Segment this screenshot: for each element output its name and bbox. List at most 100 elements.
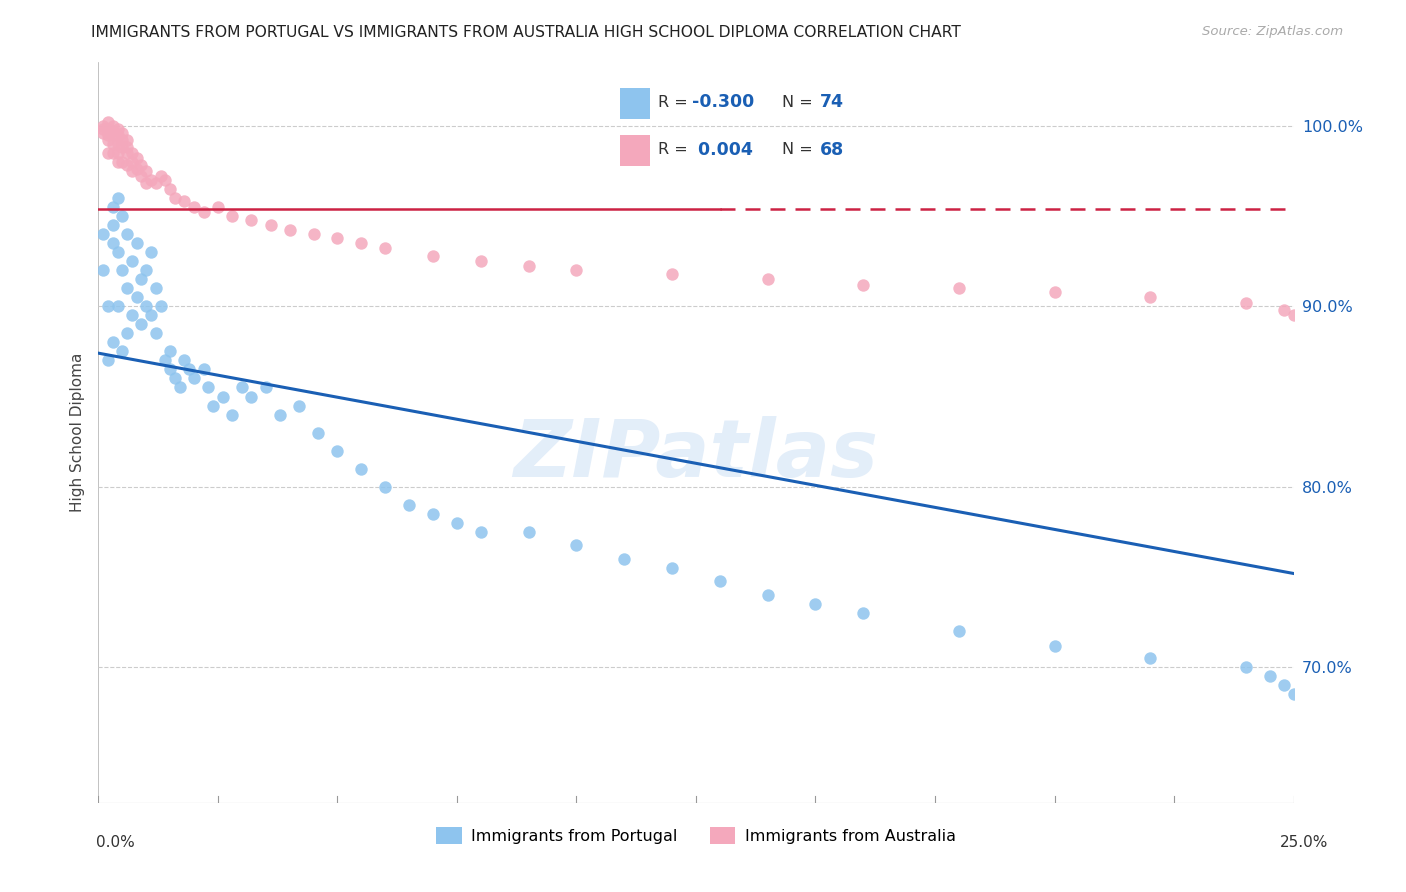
Point <box>446 516 468 530</box>
Point <box>101 119 124 133</box>
Text: 68: 68 <box>820 141 844 159</box>
Point <box>155 353 177 368</box>
Point <box>302 227 325 241</box>
Point <box>350 461 373 475</box>
Point <box>121 254 143 268</box>
Point <box>517 524 540 539</box>
Point <box>221 408 243 422</box>
Bar <box>620 88 650 119</box>
Point <box>121 154 143 169</box>
Point <box>107 136 129 151</box>
Point <box>101 200 124 214</box>
Point <box>307 425 329 440</box>
Point <box>269 408 291 422</box>
Point <box>193 205 215 219</box>
Point <box>374 480 396 494</box>
Point <box>422 249 444 263</box>
Point <box>183 371 205 385</box>
Point <box>97 115 120 129</box>
Point <box>1282 308 1305 322</box>
Point <box>169 380 191 394</box>
Point <box>173 194 195 209</box>
Point <box>91 119 114 133</box>
Point <box>97 145 120 160</box>
Text: R =: R = <box>658 95 693 110</box>
Y-axis label: High School Diploma: High School Diploma <box>69 353 84 512</box>
Point <box>326 230 349 244</box>
Point <box>254 380 277 394</box>
Point <box>231 380 253 394</box>
Point <box>111 126 134 140</box>
Point <box>139 308 162 322</box>
Point <box>121 163 143 178</box>
Point <box>149 299 172 313</box>
Point <box>91 263 114 277</box>
Point <box>115 158 138 172</box>
Point <box>948 281 970 295</box>
Point <box>613 552 636 566</box>
Point <box>111 154 134 169</box>
Point <box>326 443 349 458</box>
Point <box>145 281 167 295</box>
Point <box>259 218 281 232</box>
Text: 0.0%: 0.0% <box>96 836 135 850</box>
Point <box>131 318 153 332</box>
Point <box>107 128 129 142</box>
Point <box>139 173 162 187</box>
Point <box>115 326 138 341</box>
Point <box>374 242 396 256</box>
Point <box>115 140 138 154</box>
Point <box>97 353 120 368</box>
Point <box>193 362 215 376</box>
Point <box>91 122 114 136</box>
Point <box>145 177 167 191</box>
Point <box>202 399 225 413</box>
Point <box>135 177 157 191</box>
Point <box>155 173 177 187</box>
Point <box>115 145 138 160</box>
Point <box>107 299 129 313</box>
Point <box>470 254 492 268</box>
Point <box>1292 313 1315 327</box>
Point <box>145 326 167 341</box>
Point <box>131 169 153 184</box>
Point <box>149 169 172 184</box>
Point <box>517 260 540 274</box>
Text: 0.004: 0.004 <box>693 141 754 159</box>
Point <box>107 154 129 169</box>
Point <box>91 227 114 241</box>
Point <box>470 524 492 539</box>
Text: Source: ZipAtlas.com: Source: ZipAtlas.com <box>1202 25 1343 38</box>
Point <box>125 161 148 176</box>
Point <box>288 399 311 413</box>
Point <box>183 200 205 214</box>
Point <box>948 624 970 639</box>
Point <box>163 371 186 385</box>
Legend: Immigrants from Portugal, Immigrants from Australia: Immigrants from Portugal, Immigrants fro… <box>430 821 962 850</box>
Point <box>107 122 129 136</box>
Point <box>111 344 134 359</box>
Point <box>565 538 588 552</box>
Point <box>852 277 875 292</box>
Point <box>278 223 301 237</box>
Point <box>1234 660 1257 674</box>
Point <box>101 136 124 151</box>
Point <box>565 263 588 277</box>
Point <box>179 362 201 376</box>
Text: N =: N = <box>782 95 817 110</box>
Point <box>125 290 148 304</box>
Point <box>97 128 120 142</box>
Point <box>115 281 138 295</box>
Text: R =: R = <box>658 142 693 157</box>
Point <box>101 218 124 232</box>
Point <box>197 380 219 394</box>
Point <box>139 245 162 260</box>
Point <box>709 574 731 588</box>
Text: N =: N = <box>782 142 817 157</box>
Point <box>240 212 263 227</box>
Point <box>111 133 134 147</box>
Text: IMMIGRANTS FROM PORTUGAL VS IMMIGRANTS FROM AUSTRALIA HIGH SCHOOL DIPLOMA CORREL: IMMIGRANTS FROM PORTUGAL VS IMMIGRANTS F… <box>91 25 962 40</box>
Point <box>101 124 124 138</box>
Text: 25.0%: 25.0% <box>1281 836 1329 850</box>
Point <box>107 245 129 260</box>
